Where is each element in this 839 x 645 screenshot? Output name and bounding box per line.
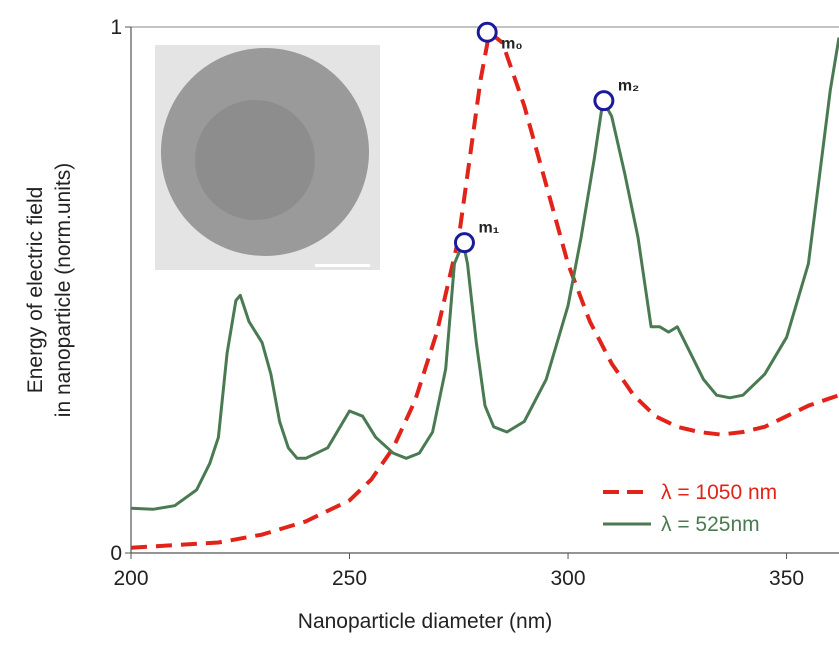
annotation: m₀ [501,35,522,52]
peak-marker [593,90,615,112]
peak-marker [453,232,475,254]
x-axis-label: Nanoparticle diameter (nm) [298,610,552,633]
x-tick-label: 200 [113,567,148,590]
y-tick-label: 1 [110,16,122,39]
y-tick-label: 0 [110,542,122,565]
legend-label: λ = 1050 nm [661,481,777,504]
x-tick-label: 250 [332,567,367,590]
plot-area [131,30,839,550]
inset-scale-bar [315,264,370,267]
x-tick-label: 350 [769,567,804,590]
series-line [131,37,839,511]
x-tick-label: 300 [551,567,586,590]
y-axis-label: in nanoparticle (norm.units) [52,163,75,417]
legend-label: λ = 525nm [661,513,760,536]
inset-shade [195,100,315,220]
annotation: m₁ [478,220,499,237]
peak-marker [476,21,498,43]
annotation: m₂ [618,78,639,95]
y-axis-label: Energy of electric field [24,187,47,394]
inset-image [155,45,380,270]
